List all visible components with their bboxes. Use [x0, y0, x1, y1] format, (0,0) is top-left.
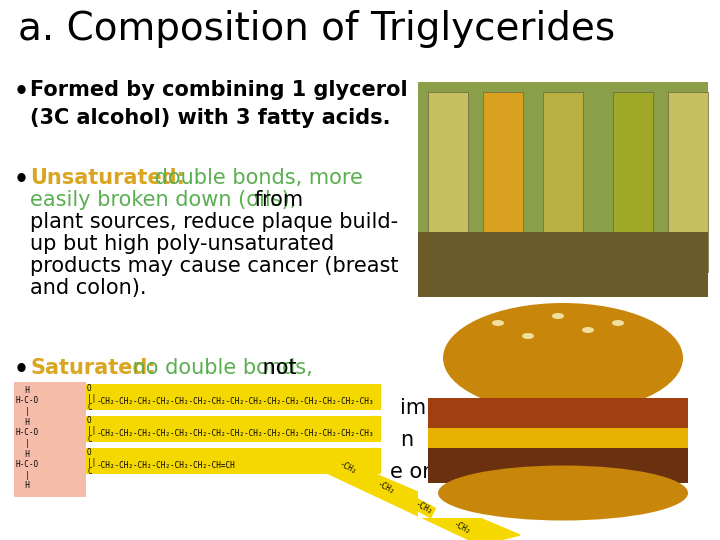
- Text: Formed by combining 1 glycerol
(3C alcohol) with 3 fatty acids.: Formed by combining 1 glycerol (3C alcoh…: [30, 80, 408, 128]
- Bar: [428, 428, 688, 448]
- Text: •: •: [14, 168, 29, 192]
- Text: double bonds, more: double bonds, more: [148, 168, 363, 188]
- Bar: [86, 384, 381, 410]
- Text: O
||
C: O || C: [87, 416, 96, 444]
- Text: plant sources, reduce plaque build-: plant sources, reduce plaque build-: [30, 212, 398, 232]
- Bar: [14, 382, 86, 497]
- Ellipse shape: [582, 327, 594, 333]
- Text: H
H-C-O
  |: H H-C-O |: [16, 386, 39, 416]
- Text: up but high poly-unsaturated: up but high poly-unsaturated: [30, 234, 334, 254]
- Text: e on: e on: [390, 462, 436, 482]
- Bar: [428, 448, 688, 483]
- Text: from: from: [248, 190, 303, 210]
- Text: Unsaturated:: Unsaturated:: [30, 168, 185, 188]
- Text: -CH₂: -CH₂: [414, 500, 435, 517]
- Bar: [418, 232, 708, 297]
- Text: -CH₂-CH₂-CH₂-CH₂-CH₂-CH₂-CH₂-CH₂-CH₂-CH₂-CH₂-CH₂-CH₂-CH₂-CH₃: -CH₂-CH₂-CH₂-CH₂-CH₂-CH₂-CH₂-CH₂-CH₂-CH₂…: [97, 397, 374, 406]
- Text: O
||
C: O || C: [87, 384, 96, 413]
- Bar: [428, 398, 688, 428]
- Bar: [613, 92, 653, 272]
- Text: -CH₂: -CH₂: [376, 480, 397, 497]
- Text: n: n: [400, 430, 413, 450]
- Text: not: not: [256, 358, 297, 378]
- Text: easily broken down (oils),: easily broken down (oils),: [30, 190, 297, 210]
- Ellipse shape: [612, 320, 624, 326]
- Bar: [428, 92, 468, 272]
- Text: no double bonds,: no double bonds,: [126, 358, 312, 378]
- Text: -CH₂: -CH₂: [338, 460, 359, 477]
- Bar: [483, 92, 523, 272]
- Ellipse shape: [492, 320, 504, 326]
- Bar: [418, 82, 708, 297]
- Text: im: im: [400, 398, 426, 418]
- Text: -CH₂-CH₂-CH₂-CH₂-CH₂-CH₂-CH=CH: -CH₂-CH₂-CH₂-CH₂-CH₂-CH₂-CH=CH: [97, 461, 235, 470]
- Text: a. Composition of Triglycerides: a. Composition of Triglycerides: [18, 10, 615, 48]
- Ellipse shape: [438, 465, 688, 521]
- Text: •: •: [14, 358, 29, 382]
- Bar: [668, 92, 708, 272]
- Bar: [418, 298, 708, 518]
- Ellipse shape: [443, 303, 683, 413]
- Ellipse shape: [522, 333, 534, 339]
- Text: -CH₂-CH₂-CH₂-CH₂-CH₂-CH₂-CH₂-CH₂-CH₂-CH₂-CH₂-CH₂-CH₂-CH₂-CH₃: -CH₂-CH₂-CH₂-CH₂-CH₂-CH₂-CH₂-CH₂-CH₂-CH₂…: [97, 429, 374, 438]
- Text: H
H-C-O
  |: H H-C-O |: [16, 418, 39, 448]
- Text: •: •: [14, 80, 29, 104]
- Text: products may cause cancer (breast: products may cause cancer (breast: [30, 256, 398, 276]
- Polygon shape: [310, 455, 520, 540]
- Text: Saturated:: Saturated:: [30, 358, 156, 378]
- Text: and colon).: and colon).: [30, 278, 146, 298]
- Ellipse shape: [552, 313, 564, 319]
- Text: H
H-C-O
  |
  H: H H-C-O | H: [16, 450, 39, 490]
- Text: -CH₂: -CH₂: [452, 520, 472, 537]
- Text: O
||
C: O || C: [87, 448, 96, 476]
- Bar: [86, 448, 381, 474]
- Bar: [543, 92, 583, 272]
- Bar: [86, 416, 381, 442]
